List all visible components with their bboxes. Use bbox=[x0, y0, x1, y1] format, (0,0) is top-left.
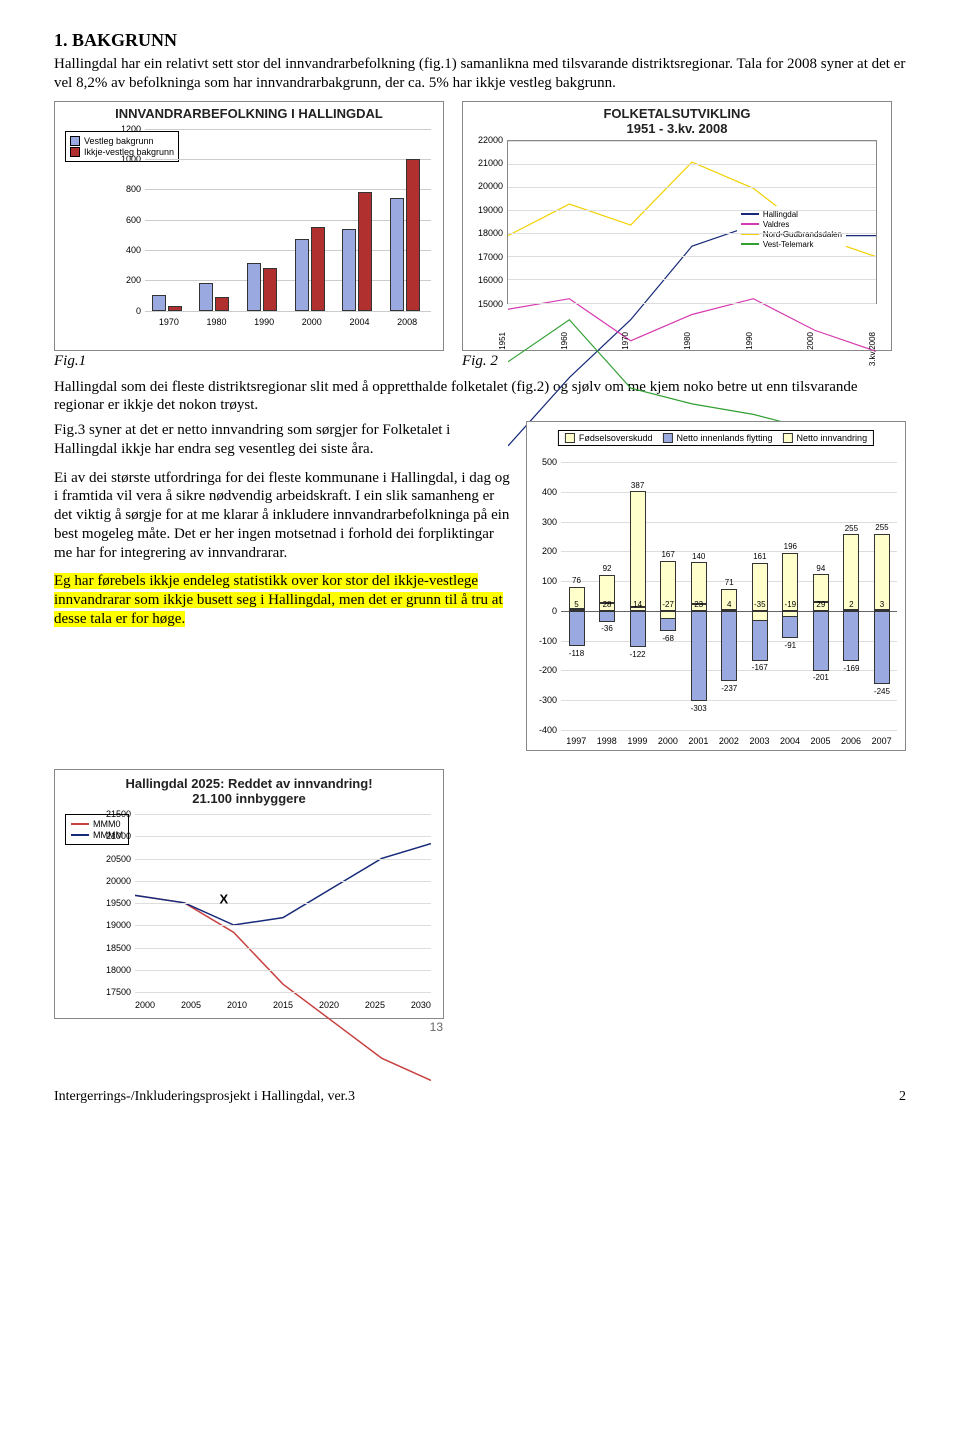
chart-2-title1: FOLKETALSUTVIKLING bbox=[463, 102, 891, 121]
chart-1-yaxis: 020040060080010001200 bbox=[117, 129, 143, 311]
chart-2-title2: 1951 - 3.kv. 2008 bbox=[463, 121, 891, 136]
chart-4-pagelabel: 13 bbox=[430, 1020, 443, 1034]
fig1-label: Fig.1 bbox=[54, 353, 444, 370]
intro-paragraph: Hallingdal har ein relativt sett stor de… bbox=[54, 55, 906, 93]
chart-3-xaxis: 1997199819992000200120022003200420052006… bbox=[561, 736, 897, 746]
chart-4-projection: Hallingdal 2025: Reddet av innvandring! … bbox=[54, 769, 444, 1019]
footer: Intergerrings-/Inkluderingsprosjekt i Ha… bbox=[54, 1089, 906, 1105]
chart-1-barchart: INNVANDRARBEFOLKNING I HALLINGDAL Vestle… bbox=[54, 101, 444, 351]
chart-1-title: INNVANDRARBEFOLKNING I HALLINGDAL bbox=[55, 102, 443, 121]
chart-4-yaxis: 1750018000185001900019500200002050021000… bbox=[99, 814, 133, 992]
chart-4-title1: Hallingdal 2025: Reddet av innvandring! bbox=[55, 770, 443, 791]
footer-text: Intergerrings-/Inkluderingsprosjekt i Ha… bbox=[54, 1089, 355, 1104]
chart-1-xaxis: 197019801990200020042008 bbox=[145, 317, 431, 327]
mid-text-column: Fig.3 syner at det er netto innvandring … bbox=[54, 421, 512, 751]
chart-2-legend: HallingdalValdresNord-GudbrandsdalenVest… bbox=[737, 206, 846, 253]
chart-2-xaxis: 1951196019701980199020003.kv.2008 bbox=[507, 306, 877, 332]
chart-4-title2: 21.100 innbyggere bbox=[55, 791, 443, 806]
chart-2-yaxis: 1500016000170001800019000200002100022000 bbox=[471, 140, 505, 304]
chart-2-plot: HallingdalValdresNord-GudbrandsdalenVest… bbox=[507, 140, 877, 304]
chart-3-yaxis: -400-300-200-1000100200300400500 bbox=[529, 462, 559, 730]
mid-paragraph-2: Ei av dei største utfordringa for dei fl… bbox=[54, 469, 512, 563]
chart-3-stacked: FødselsoverskuddNetto innenlands flyttin… bbox=[526, 421, 906, 751]
chart-4-xaxis: 2000200520102015202020252030 bbox=[135, 1000, 431, 1010]
chart-row: INNVANDRARBEFOLKNING I HALLINGDAL Vestle… bbox=[54, 101, 906, 351]
section-heading: 1. BAKGRUNN bbox=[54, 30, 906, 51]
chart-2-linechart: FOLKETALSUTVIKLING 1951 - 3.kv. 2008 150… bbox=[462, 101, 892, 351]
mid-paragraph-3-highlight: Eg har førebels ikkje endeleg statistikk… bbox=[54, 572, 512, 628]
chart-1-plot bbox=[145, 129, 431, 311]
mid-paragraph-1: Fig.3 syner at det er netto innvandring … bbox=[54, 421, 512, 459]
mid-section: Fig.3 syner at det er netto innvandring … bbox=[54, 421, 906, 751]
chart-4-plot: X bbox=[135, 814, 431, 992]
chart-3-plot: 765-1189228-3638714-122167-27-6814023-30… bbox=[561, 462, 897, 730]
chart-3-legend: FødselsoverskuddNetto innenlands flyttin… bbox=[558, 430, 874, 446]
page-number: 2 bbox=[899, 1089, 906, 1105]
